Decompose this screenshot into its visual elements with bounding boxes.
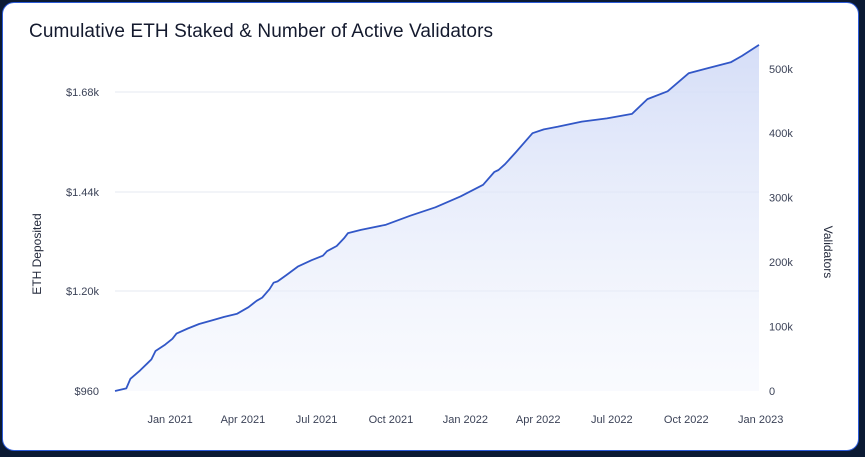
- y-left-axis-title: ETH Deposited: [30, 213, 44, 294]
- series-area: [115, 44, 759, 392]
- right-tick-label: 500k: [769, 64, 793, 76]
- chart-svg: $960 $1.20k $1.44k $1.68k 0 100k 200k 300k 400k…: [30, 44, 835, 426]
- left-tick-label: $1.44k: [66, 187, 100, 199]
- left-tick-label: $1.20k: [66, 286, 100, 298]
- x-tick-label: Jan 2022: [443, 414, 488, 426]
- right-tick-label: 100k: [769, 322, 793, 334]
- left-axis-ticks: $960 $1.20k $1.44k $1.68k: [66, 87, 100, 398]
- right-tick-label: 300k: [769, 193, 793, 205]
- left-tick-label: $960: [75, 386, 99, 398]
- right-tick-label: 200k: [769, 257, 793, 269]
- x-tick-label: Jan 2021: [147, 414, 192, 426]
- x-tick-label: Jul 2022: [591, 414, 633, 426]
- chart-title: Cumulative ETH Staked & Number of Active…: [29, 21, 494, 42]
- x-tick-label: Apr 2022: [516, 414, 561, 426]
- right-axis-ticks: 0 100k 200k 300k 400k 500k: [769, 64, 793, 398]
- right-tick-label: 0: [769, 386, 775, 398]
- y-right-axis-title: Validators: [821, 226, 835, 278]
- x-axis-ticks: Jan 2021 Apr 2021 Jul 2021 Oct 2021 Jan 2022…: [147, 414, 783, 426]
- area-layer: [114, 44, 760, 392]
- x-tick-label: Apr 2021: [221, 414, 266, 426]
- series-line: [114, 44, 760, 392]
- x-tick-label: Oct 2022: [664, 414, 709, 426]
- chart-card: Cumulative ETH Staked & Number of Active…: [2, 2, 859, 451]
- x-tick-label: Oct 2021: [369, 414, 414, 426]
- x-tick-label: Jul 2021: [296, 414, 338, 426]
- left-tick-label: $1.68k: [66, 87, 100, 99]
- right-tick-label: 400k: [769, 128, 793, 140]
- x-tick-label: Jan 2023: [738, 414, 783, 426]
